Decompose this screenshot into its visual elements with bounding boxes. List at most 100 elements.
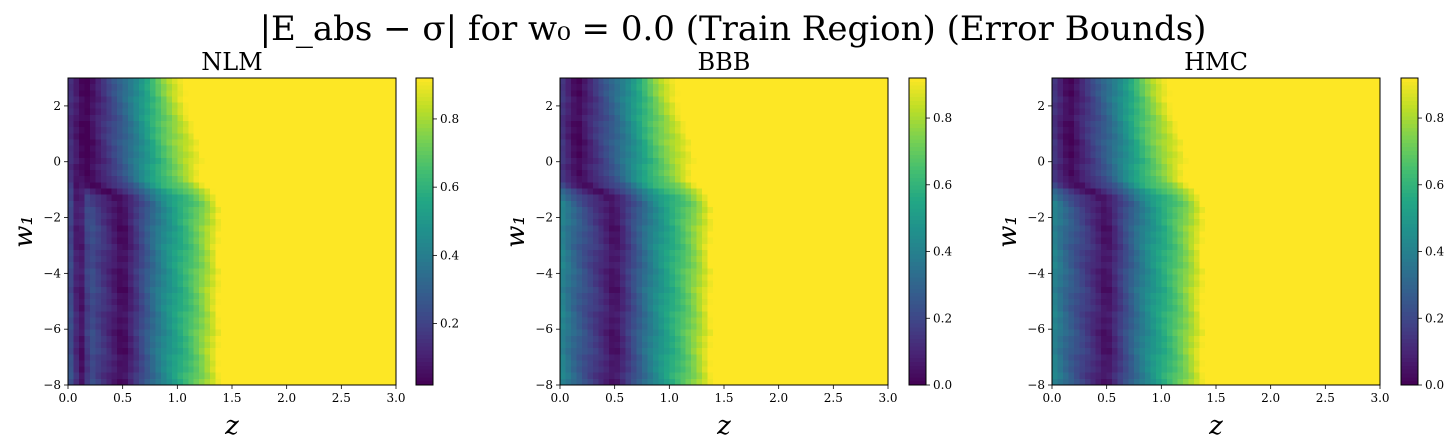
heatmap-cell: [297, 108, 304, 116]
heatmap-cell: [636, 200, 643, 208]
heatmap-cell: [259, 378, 266, 386]
heatmap-cell: [308, 90, 315, 98]
heatmap-cell: [166, 372, 173, 380]
heatmap-cell: [620, 213, 627, 220]
heatmap-cell: [368, 378, 375, 386]
heatmap-cell: [89, 366, 96, 374]
heatmap-cell: [303, 360, 310, 368]
heatmap-cell: [560, 163, 567, 171]
heatmap-cell: [592, 378, 599, 386]
heatmap-cell: [603, 354, 610, 362]
heatmap-cell: [718, 305, 725, 312]
heatmap-cell: [226, 90, 233, 98]
heatmap-cell: [560, 348, 567, 355]
heatmap-cell: [150, 213, 157, 220]
heatmap-cell: [215, 139, 222, 147]
heatmap-cell: [390, 127, 397, 134]
heatmap-cell: [724, 145, 731, 153]
heatmap-cell: [335, 366, 342, 374]
heatmap-cell: [379, 213, 386, 220]
heatmap-cell: [576, 305, 583, 312]
heatmap-cell: [346, 170, 353, 177]
heatmap-cell: [264, 188, 271, 196]
heatmap-cell: [100, 206, 107, 214]
heatmap-cell: [199, 231, 206, 239]
heatmap-cell: [253, 225, 260, 233]
heatmap-cell: [308, 280, 315, 288]
heatmap-cell: [352, 329, 359, 337]
heatmap-cell: [740, 213, 747, 220]
heatmap-cell: [740, 335, 747, 343]
heatmap-cell: [253, 249, 260, 257]
heatmap-cell: [89, 280, 96, 288]
heatmap-cell: [133, 317, 140, 325]
heatmap-cell: [210, 305, 217, 312]
heatmap-cell: [702, 280, 709, 288]
heatmap-cell: [740, 176, 747, 183]
heatmap-cell: [78, 176, 85, 183]
heatmap-cell: [587, 286, 594, 294]
heatmap-cell: [253, 145, 260, 153]
heatmap-cell: [128, 84, 135, 91]
heatmap-cell: [232, 231, 239, 239]
heatmap-cell: [614, 225, 621, 233]
heatmap-cell: [636, 163, 643, 171]
heatmap-cell: [232, 96, 239, 104]
heatmap-cell: [609, 243, 616, 251]
heatmap-cell: [642, 243, 649, 251]
heatmap-cell: [193, 249, 200, 257]
heatmap-cell: [368, 84, 375, 91]
heatmap-cell: [139, 262, 146, 269]
heatmap-cell: [160, 157, 167, 165]
heatmap-cell: [587, 139, 594, 147]
heatmap-cell: [68, 305, 75, 312]
heatmap-cell: [581, 243, 588, 251]
heatmap-cell: [603, 139, 610, 147]
heatmap-cell: [78, 348, 85, 355]
heatmap-cell: [696, 311, 703, 319]
heatmap-cell: [379, 120, 386, 128]
heatmap-cell: [581, 366, 588, 374]
heatmap-cell: [264, 108, 271, 116]
heatmap-cell: [663, 292, 670, 300]
heatmap-cell: [729, 243, 736, 251]
heatmap-cell: [598, 213, 605, 220]
heatmap-cell: [303, 120, 310, 128]
heatmap-cell: [713, 237, 720, 245]
heatmap-cell: [680, 108, 687, 116]
heatmap-cell: [691, 243, 698, 251]
heatmap-cell: [740, 225, 747, 233]
heatmap-cell: [713, 120, 720, 128]
heatmap-cell: [84, 274, 91, 282]
heatmap-cell: [751, 84, 758, 91]
heatmap-cell: [210, 360, 217, 368]
heatmap-cell: [270, 329, 277, 337]
heatmap-cell: [642, 354, 649, 362]
heatmap-cell: [144, 133, 151, 140]
heatmap-cell: [210, 114, 217, 122]
heatmap-cell: [78, 299, 85, 306]
heatmap-cell: [275, 200, 282, 208]
heatmap-cell: [150, 268, 157, 276]
heatmap-cell: [385, 157, 392, 165]
heatmap-cell: [565, 274, 572, 282]
heatmap-cell: [729, 286, 736, 294]
heatmap-cell: [374, 329, 381, 337]
heatmap-cell: [308, 133, 315, 140]
heatmap-cell: [620, 335, 627, 343]
heatmap-cell: [357, 120, 364, 128]
heatmap-cell: [128, 96, 135, 104]
heatmap-cell: [303, 342, 310, 349]
heatmap-cell: [581, 292, 588, 300]
heatmap-cell: [150, 286, 157, 294]
heatmap-cell: [740, 249, 747, 257]
heatmap-cell: [166, 90, 173, 98]
heatmap-cell: [226, 151, 233, 159]
heatmap-cell: [166, 323, 173, 331]
heatmap-cell: [576, 145, 583, 153]
heatmap-cell: [696, 108, 703, 116]
heatmap-cell: [357, 256, 364, 263]
heatmap-cell: [696, 182, 703, 190]
heatmap-cell: [625, 163, 632, 171]
heatmap-cell: [685, 84, 692, 91]
